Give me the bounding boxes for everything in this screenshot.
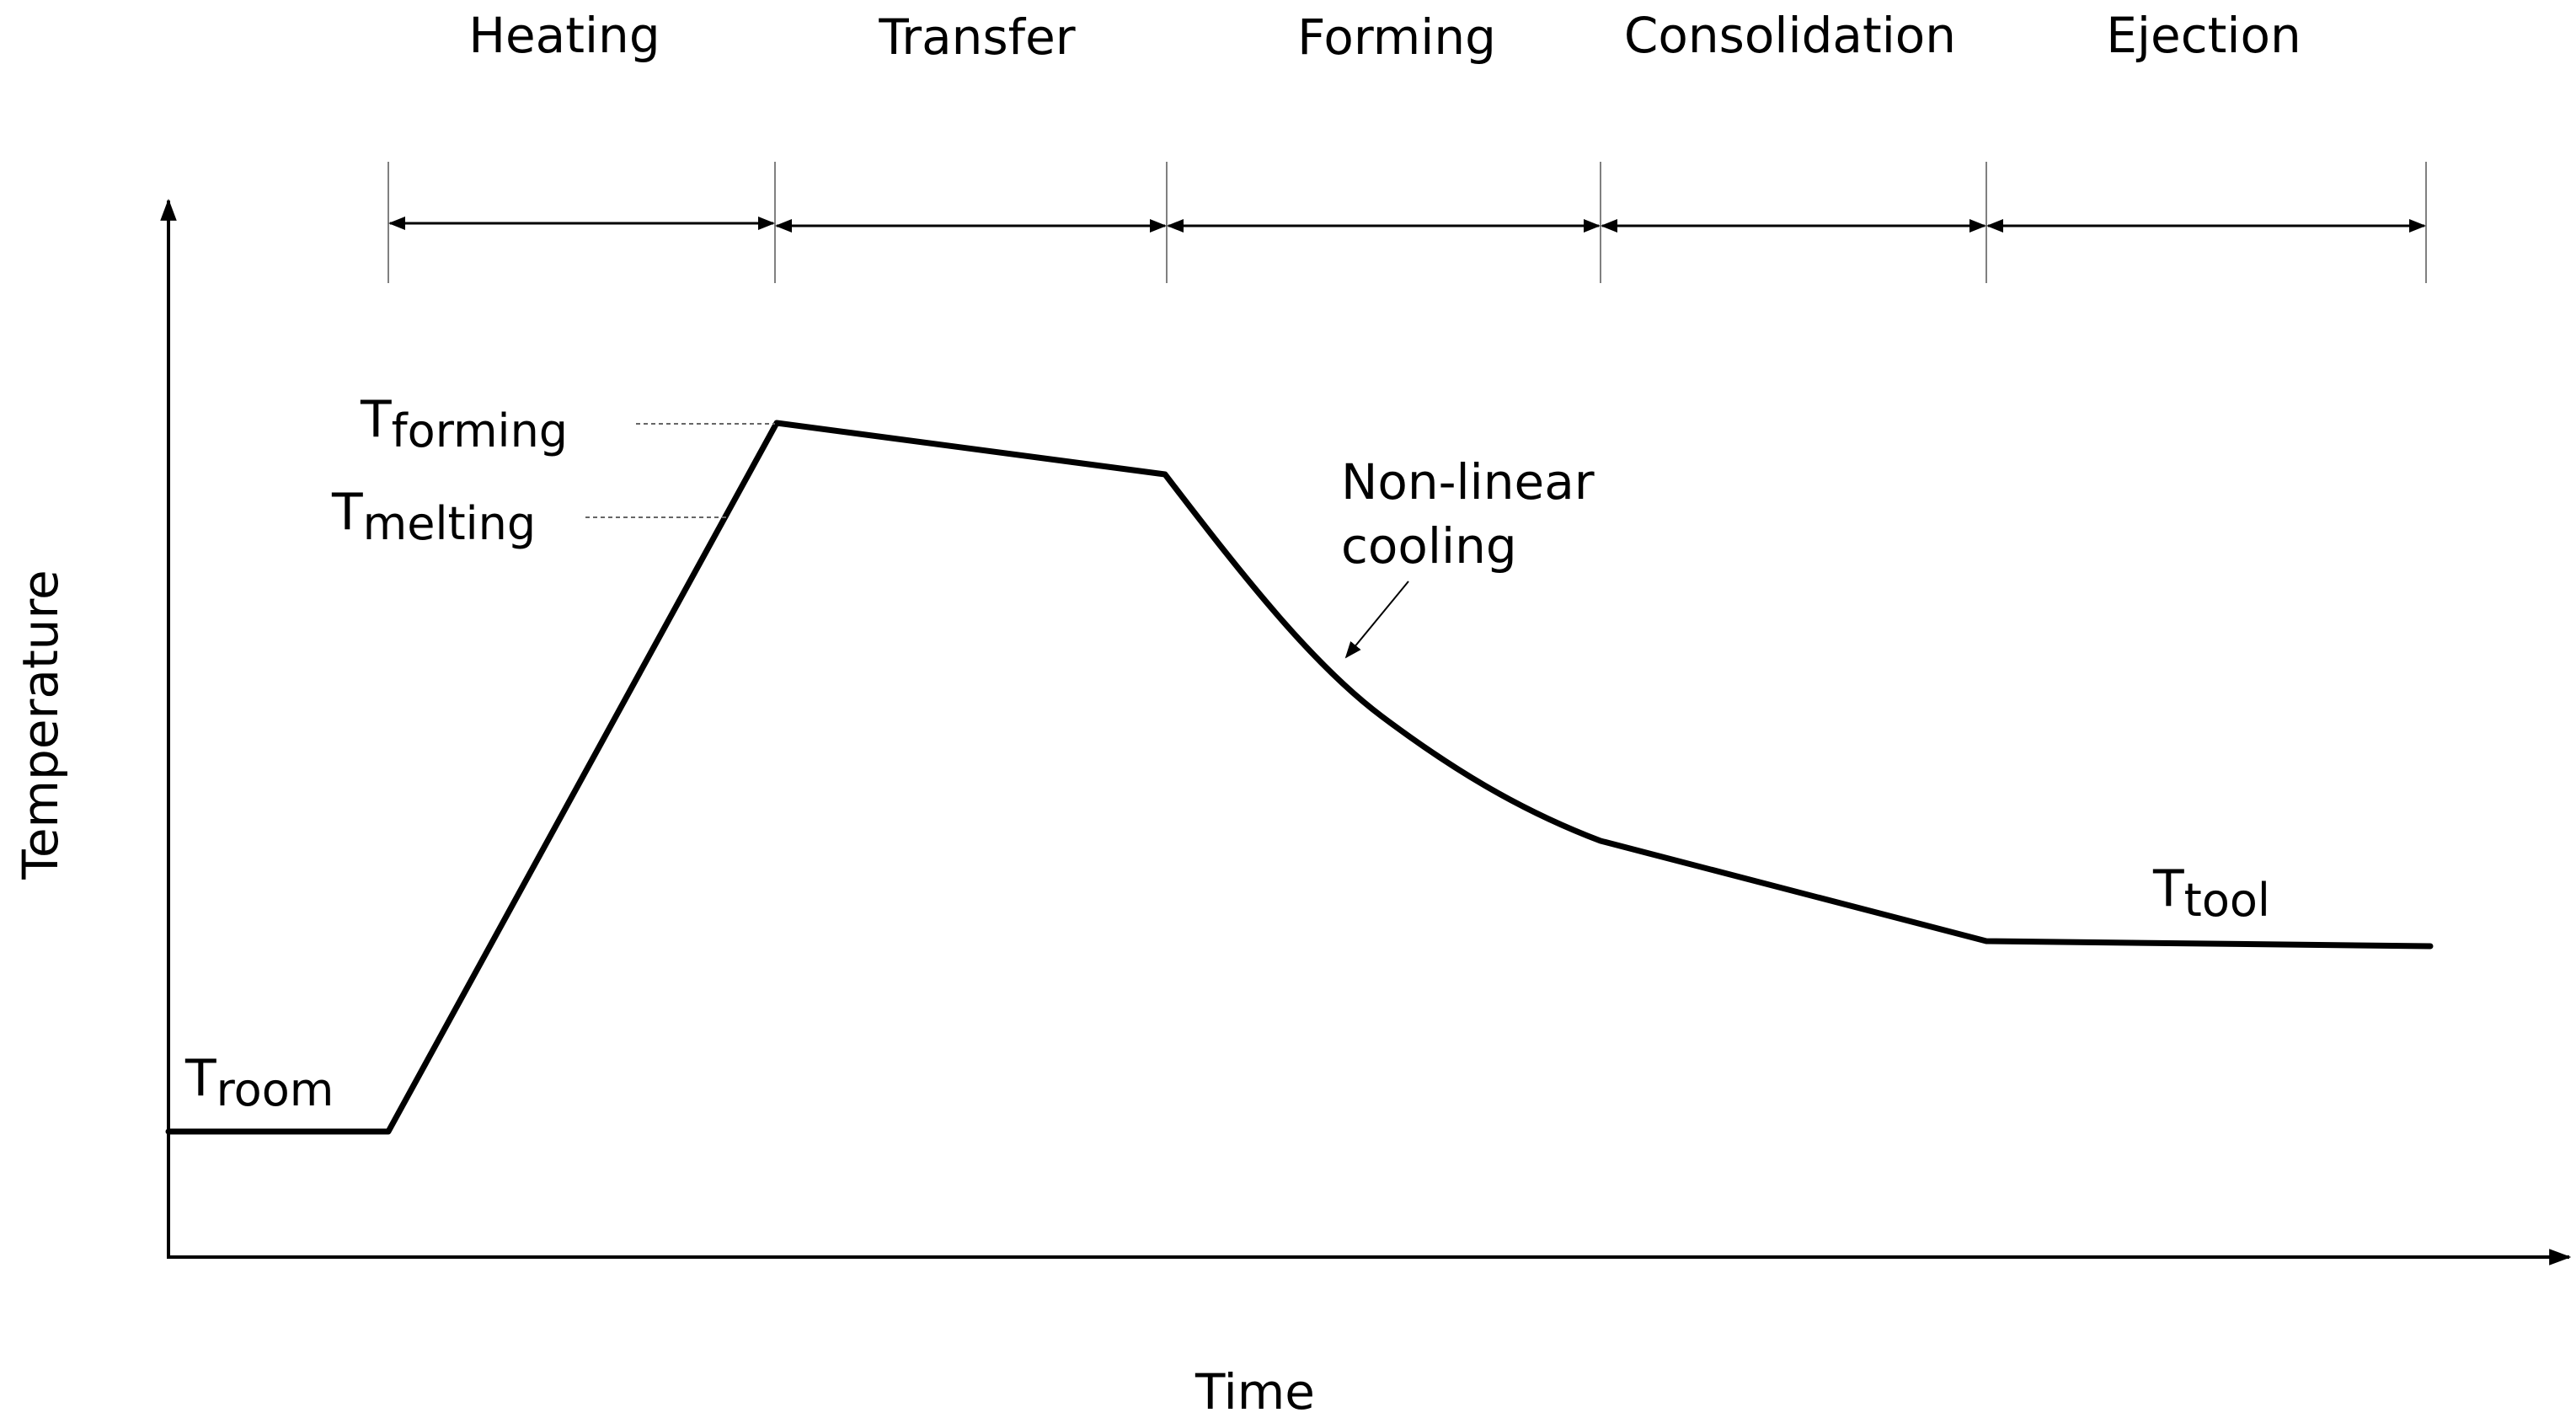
phase-arrows <box>388 217 2426 233</box>
t-room-label: Troom <box>184 1049 334 1116</box>
phase-label-consolidation: Consolidation <box>1624 7 1956 64</box>
annotation-pointer <box>1344 581 1409 659</box>
annotation-line-2: cooling <box>1341 517 1517 575</box>
temperature-curve <box>165 420 2434 1135</box>
t-forming-label: Tforming <box>360 390 568 458</box>
annotation-line-1: Non-linear <box>1341 453 1595 511</box>
phase-label-heating: Heating <box>468 7 660 64</box>
y-axis-label: Temperature <box>12 570 69 880</box>
phase-label-ejection: Ejection <box>2106 7 2301 64</box>
t-melting-label: Tmelting <box>331 483 536 550</box>
phase-label-forming: Forming <box>1297 8 1496 66</box>
phase-label-transfer: Transfer <box>878 8 1075 66</box>
x-axis-label: Time <box>1194 1363 1315 1418</box>
t-tool-label: Ttool <box>2152 859 2270 927</box>
